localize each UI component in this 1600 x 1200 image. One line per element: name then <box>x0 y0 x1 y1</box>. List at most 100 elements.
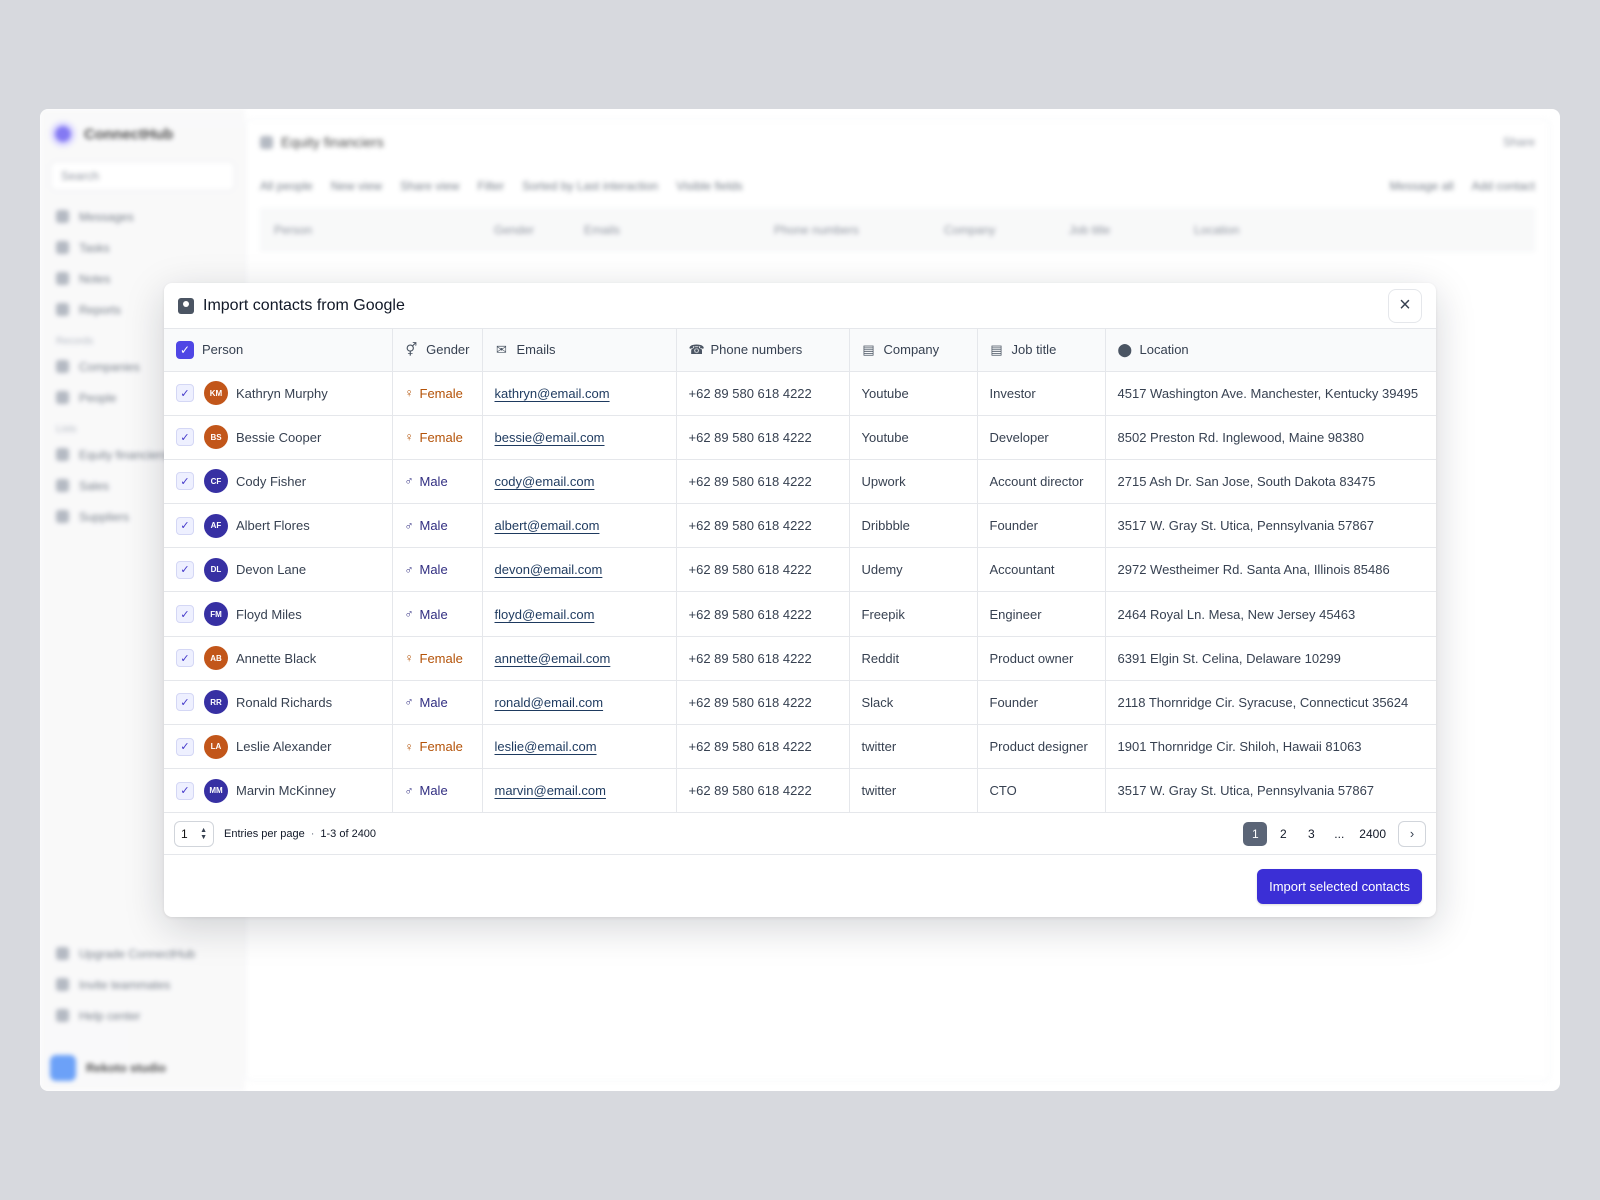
email-link[interactable]: albert@email.com <box>494 518 600 534</box>
bg-table-header: Person Gender Emails Phone numbers Compa… <box>260 208 1535 252</box>
row-checkbox[interactable]: ✓ <box>176 737 194 756</box>
cell-phone: +62 89 580 618 4222 <box>676 415 850 460</box>
new-view-button[interactable]: New view <box>330 179 383 193</box>
male-icon: ♂ <box>404 695 414 710</box>
sidebar-search-input[interactable]: Search <box>50 161 235 191</box>
row-checkbox[interactable]: ✓ <box>176 428 194 447</box>
email-link[interactable]: ronald@email.com <box>494 694 604 710</box>
sidebar-bottom: Upgrade ConnectHub Invite teammates Help… <box>50 938 235 1031</box>
cell-location: 3517 W. Gray St. Utica, Pennsylvania 578… <box>1105 768 1436 814</box>
entries-per-page-stepper[interactable]: 1 ▲ ▼ <box>174 820 214 847</box>
table-row[interactable]: ✓ AF Albert Flores ♂ Male albert@email.com +62… <box>164 503 1436 549</box>
page-button-2[interactable]: 2 <box>1279 826 1287 841</box>
add-contact-button[interactable]: Add contact <box>1471 179 1535 193</box>
email-link[interactable]: devon@email.com <box>494 562 603 578</box>
select-all-checkbox[interactable]: ✓ <box>176 340 194 359</box>
location-value: 6391 Elgin St. Celina, Delaware 10299 <box>1117 650 1341 666</box>
cell-gender: ♂ Male <box>392 459 483 505</box>
row-checkbox[interactable]: ✓ <box>176 693 194 712</box>
cell-person: ✓ AF Albert Flores <box>164 503 393 549</box>
cell-gender: ♂ Male <box>392 591 483 637</box>
table-row[interactable]: ✓ FM Floyd Miles ♂ Male floyd@email.com +62 89… <box>164 591 1436 637</box>
row-checkbox[interactable]: ✓ <box>176 472 194 491</box>
location-value: 2972 Westheimer Rd. Santa Ana, Illinois … <box>1117 562 1390 578</box>
cell-job: Founder <box>977 503 1106 549</box>
table-row[interactable]: ✓ RR Ronald Richards ♂ Male ronald@email.com +… <box>164 680 1436 726</box>
cell-email: cody@email.com <box>482 459 677 505</box>
job-value: Founder <box>989 694 1038 710</box>
email-link[interactable]: leslie@email.com <box>494 739 597 755</box>
cell-job: CTO <box>977 768 1106 814</box>
sidebar-item-invite[interactable]: Invite teammates <box>50 969 235 1000</box>
stepper-arrows-icon[interactable]: ▲ ▼ <box>200 826 207 841</box>
sidebar-item-help[interactable]: Help center <box>50 1000 235 1031</box>
table-row[interactable]: ✓ CF Cody Fisher ♂ Male cody@email.com +62 89 … <box>164 459 1436 505</box>
visible-fields-button[interactable]: Visible fields <box>676 179 743 193</box>
cell-location: 8502 Preston Rd. Inglewood, Maine 98380 <box>1105 415 1436 460</box>
workspace-switcher[interactable]: Rekoto studio <box>50 1055 166 1081</box>
table-row[interactable]: ✓ AB Annette Black ♀ Female annette@email.com… <box>164 636 1436 681</box>
cell-person: ✓ MM Marvin McKinney <box>164 768 393 814</box>
email-link[interactable]: floyd@email.com <box>494 606 595 622</box>
page-button-3[interactable]: 3 <box>1307 826 1315 841</box>
cell-email: kathryn@email.com <box>482 371 677 416</box>
table-row[interactable]: ✓ LA Leslie Alexander ♀ Female leslie@email.c… <box>164 724 1436 770</box>
sort-button[interactable]: Sorted by Last interaction <box>522 179 659 193</box>
col-location: ⬤ Location <box>1105 329 1436 372</box>
cell-person: ✓ LA Leslie Alexander <box>164 724 393 770</box>
view-toolbar: All people New view Share view Filter So… <box>246 164 1549 208</box>
cell-company: twitter <box>849 724 978 770</box>
cell-person: ✓ RR Ronald Richards <box>164 680 393 726</box>
sidebar-item-tasks[interactable]: Tasks <box>50 232 235 263</box>
row-checkbox[interactable]: ✓ <box>176 649 194 668</box>
filter-button[interactable]: Filter <box>477 179 505 193</box>
person-name: Bessie Cooper <box>236 429 322 445</box>
table-row[interactable]: ✓ KM Kathryn Murphy ♀ Female kathryn@email.co… <box>164 371 1436 416</box>
list-icon <box>56 510 69 523</box>
cell-person: ✓ CF Cody Fisher <box>164 459 393 505</box>
gender-value: Female <box>419 385 463 401</box>
email-link[interactable]: bessie@email.com <box>494 429 605 445</box>
gender-value: Male <box>419 562 448 578</box>
cell-job: Developer <box>977 415 1106 460</box>
table-row[interactable]: ✓ DL Devon Lane ♂ Male devon@email.com +62 89 … <box>164 547 1436 593</box>
sidebar-item-messages[interactable]: Messages <box>50 201 235 232</box>
import-selected-button[interactable]: Import selected contacts <box>1257 868 1422 904</box>
cell-phone: +62 89 580 618 4222 <box>676 371 850 416</box>
row-checkbox[interactable]: ✓ <box>176 560 194 579</box>
bg-col-job: Job title <box>1069 223 1111 237</box>
close-button[interactable]: × <box>1388 288 1422 323</box>
row-checkbox[interactable]: ✓ <box>176 781 194 800</box>
row-checkbox[interactable]: ✓ <box>176 384 194 403</box>
message-all-button[interactable]: Message all <box>1389 179 1454 193</box>
row-checkbox[interactable]: ✓ <box>176 605 194 624</box>
view-selector[interactable]: All people <box>260 179 313 193</box>
company-value: Slack <box>861 694 894 710</box>
phone-value: +62 89 580 618 4222 <box>688 429 812 445</box>
cell-company: Dribbble <box>849 503 978 549</box>
notes-icon <box>56 272 69 285</box>
company-value: twitter <box>861 783 897 799</box>
share-view-button[interactable]: Share view <box>400 179 460 193</box>
job-value: Account director <box>989 473 1084 489</box>
separator-dot: · <box>310 827 315 840</box>
email-link[interactable]: kathryn@email.com <box>494 385 610 401</box>
row-checkbox[interactable]: ✓ <box>176 516 194 535</box>
cell-email: ronald@email.com <box>482 680 677 726</box>
table-row[interactable]: ✓ MM Marvin McKinney ♂ Male marvin@email.com +… <box>164 768 1436 814</box>
page-button-1[interactable]: 1 <box>1243 821 1268 846</box>
next-page-button[interactable]: › <box>1398 820 1426 847</box>
job-icon: ▤ <box>990 341 1003 357</box>
close-icon: × <box>1399 294 1411 316</box>
email-link[interactable]: cody@email.com <box>494 473 595 489</box>
page-button-last[interactable]: 2400 <box>1359 826 1386 841</box>
email-link[interactable]: annette@email.com <box>494 650 611 666</box>
cell-job: Account director <box>977 459 1106 505</box>
sidebar-item-upgrade[interactable]: Upgrade ConnectHub <box>50 938 235 969</box>
cell-gender: ♂ Male <box>392 503 483 549</box>
share-button[interactable]: Share <box>1502 135 1535 149</box>
table-row[interactable]: ✓ BS Bessie Cooper ♀ Female bessie@email.com +… <box>164 415 1436 460</box>
email-link[interactable]: marvin@email.com <box>494 783 606 799</box>
company-value: Youtube <box>861 385 909 401</box>
cell-job: Founder <box>977 680 1106 726</box>
